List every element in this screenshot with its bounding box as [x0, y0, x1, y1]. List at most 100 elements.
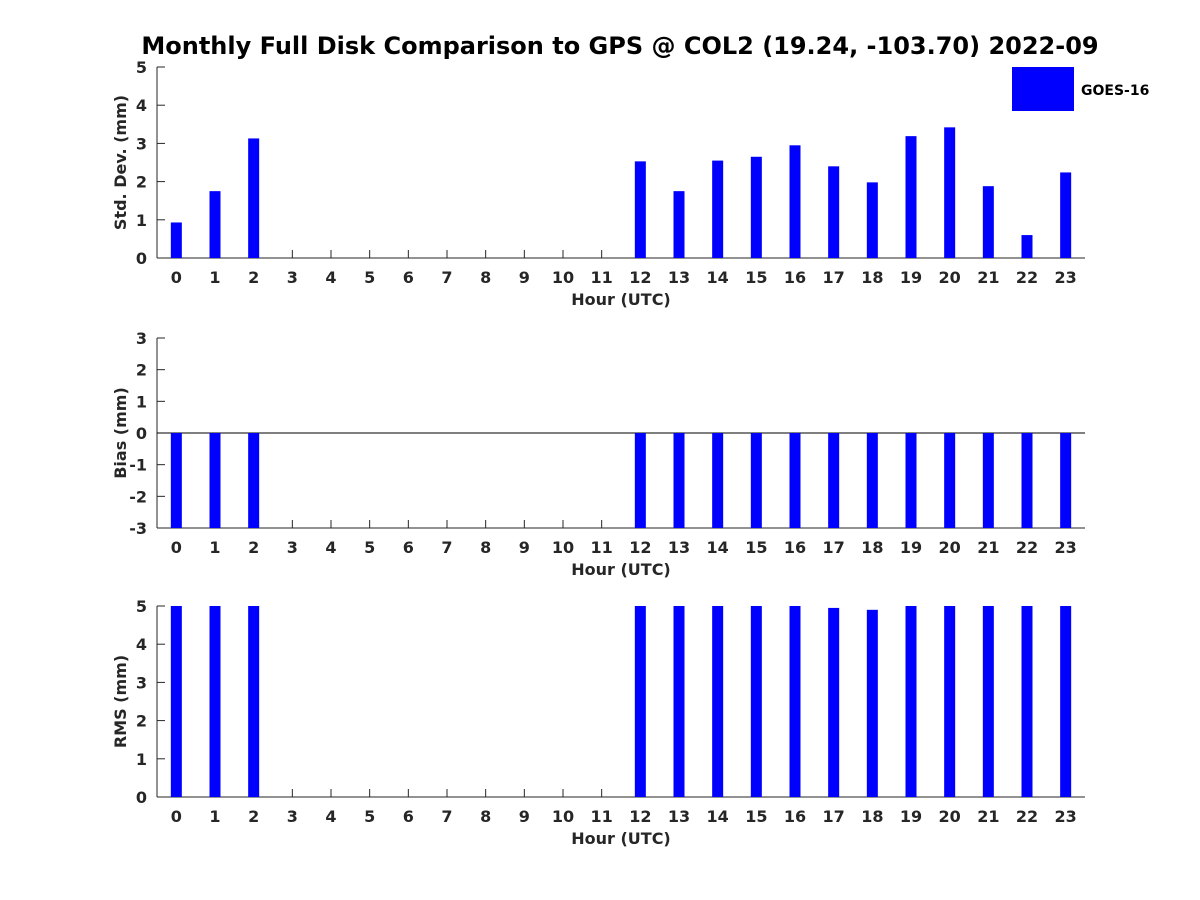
- y-tick-label: 0: [136, 249, 147, 268]
- x-tick-label: 9: [519, 538, 530, 557]
- bar-hour-12: [634, 606, 646, 797]
- y-axis-label: Bias (mm): [111, 387, 130, 479]
- x-tick-label: 21: [977, 538, 999, 557]
- x-tick-label: 19: [900, 807, 922, 826]
- y-tick-label: 2: [136, 173, 147, 192]
- y-tick-label: 5: [136, 58, 147, 77]
- x-tick-label: 17: [823, 807, 845, 826]
- x-tick-label: 22: [1016, 807, 1038, 826]
- bar-hour-20: [944, 606, 956, 797]
- x-tick-label: 9: [519, 807, 530, 826]
- x-tick-label: 11: [591, 538, 613, 557]
- y-tick-label: 4: [136, 635, 147, 654]
- x-tick-label: 12: [629, 538, 651, 557]
- x-tick-label: 7: [441, 268, 452, 287]
- x-tick-label: 5: [364, 807, 375, 826]
- x-tick-label: 15: [745, 538, 767, 557]
- y-tick-label: 3: [136, 134, 147, 153]
- y-tick-label: -2: [129, 487, 147, 506]
- x-tick-label: 10: [552, 538, 574, 557]
- x-tick-label: 13: [668, 538, 690, 557]
- x-tick-label: 4: [325, 807, 336, 826]
- bar-hour-16: [789, 145, 801, 258]
- legend-swatch-goes-16: [1012, 67, 1074, 111]
- x-tick-label: 19: [900, 268, 922, 287]
- x-tick-label: 12: [629, 807, 651, 826]
- bar-hour-0: [170, 606, 182, 797]
- x-tick-label: 23: [1055, 268, 1077, 287]
- bar-hour-18: [866, 182, 878, 258]
- x-tick-label: 22: [1016, 538, 1038, 557]
- x-tick-label: 8: [480, 268, 491, 287]
- x-tick-label: 17: [823, 268, 845, 287]
- legend: GOES-16: [1012, 67, 1149, 111]
- bar-hour-21: [982, 606, 994, 797]
- bar-hour-22: [1021, 433, 1033, 528]
- y-tick-label: 1: [136, 750, 147, 769]
- x-tick-label: 2: [248, 268, 259, 287]
- bar-hour-19: [905, 606, 917, 797]
- bar-hour-23: [1060, 172, 1072, 258]
- x-axis-label: Hour (UTC): [571, 290, 671, 309]
- bar-hour-18: [866, 609, 878, 797]
- x-tick-label: 14: [707, 538, 729, 557]
- x-tick-label: 8: [480, 538, 491, 557]
- x-tick-label: 1: [209, 807, 220, 826]
- y-tick-label: 2: [136, 712, 147, 731]
- bar-hour-14: [712, 160, 724, 258]
- x-tick-label: 18: [861, 538, 883, 557]
- bar-hour-20: [944, 127, 956, 258]
- x-tick-label: 16: [784, 268, 806, 287]
- x-tick-label: 20: [939, 807, 961, 826]
- x-tick-label: 11: [591, 807, 613, 826]
- x-tick-label: 23: [1055, 807, 1077, 826]
- bar-hour-22: [1021, 606, 1033, 797]
- y-axis-label: Std. Dev. (mm): [111, 95, 130, 230]
- bar-hour-12: [634, 433, 646, 528]
- bar-hour-21: [982, 433, 994, 528]
- x-tick-label: 2: [248, 538, 259, 557]
- x-tick-label: 22: [1016, 268, 1038, 287]
- x-tick-label: 10: [552, 268, 574, 287]
- x-tick-label: 1: [209, 538, 220, 557]
- bar-hour-20: [944, 433, 956, 528]
- bar-hour-23: [1060, 433, 1072, 528]
- y-tick-label: 1: [136, 392, 147, 411]
- bar-hour-13: [673, 433, 685, 528]
- bar-hour-2: [248, 433, 260, 528]
- bar-hour-22: [1021, 235, 1033, 258]
- x-tick-label: 7: [441, 538, 452, 557]
- x-tick-label: 23: [1055, 538, 1077, 557]
- x-axis-label: Hour (UTC): [571, 560, 671, 579]
- x-tick-label: 7: [441, 807, 452, 826]
- x-tick-label: 20: [939, 268, 961, 287]
- x-tick-label: 0: [171, 268, 182, 287]
- bar-hour-17: [828, 607, 840, 797]
- x-tick-label: 21: [977, 807, 999, 826]
- x-tick-label: 3: [287, 538, 298, 557]
- x-tick-label: 0: [171, 807, 182, 826]
- bar-hour-2: [248, 138, 260, 258]
- y-tick-label: 5: [136, 597, 147, 616]
- x-tick-label: 3: [287, 268, 298, 287]
- x-tick-label: 17: [823, 538, 845, 557]
- x-tick-label: 20: [939, 538, 961, 557]
- bar-hour-12: [634, 161, 646, 258]
- bar-hour-13: [673, 191, 685, 258]
- bar-hour-15: [750, 433, 762, 528]
- chart-title: Monthly Full Disk Comparison to GPS @ CO…: [141, 32, 1098, 60]
- x-tick-label: 4: [325, 538, 336, 557]
- x-tick-label: 10: [552, 807, 574, 826]
- bar-hour-23: [1060, 606, 1072, 797]
- x-tick-label: 18: [861, 268, 883, 287]
- x-tick-label: 1: [209, 268, 220, 287]
- x-tick-label: 3: [287, 807, 298, 826]
- bar-hour-19: [905, 433, 917, 528]
- x-tick-label: 2: [248, 807, 259, 826]
- x-tick-label: 6: [403, 538, 414, 557]
- x-tick-label: 6: [403, 807, 414, 826]
- bar-hour-14: [712, 606, 724, 797]
- x-tick-label: 14: [707, 807, 729, 826]
